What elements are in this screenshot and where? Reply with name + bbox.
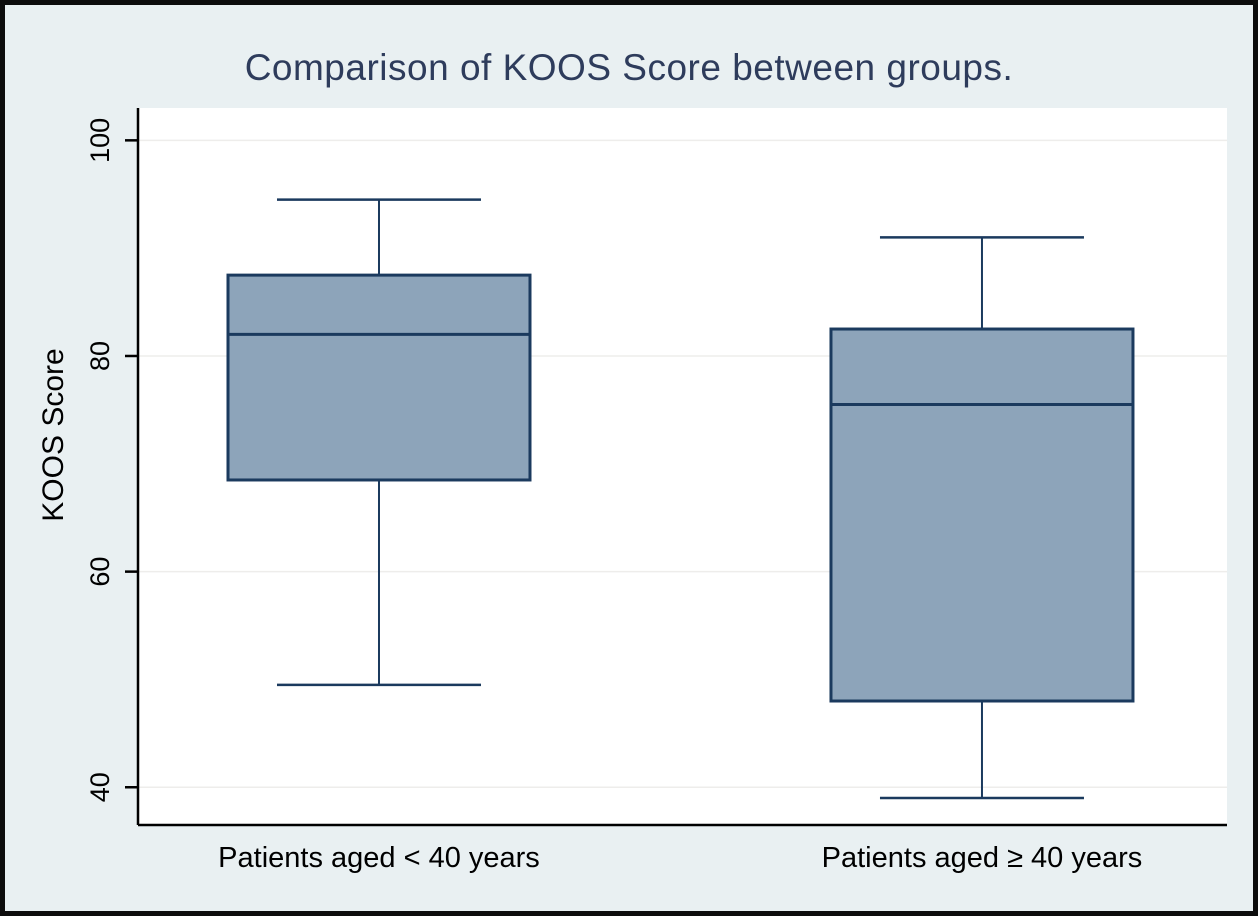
iqr-box xyxy=(829,327,1135,703)
category-label-1: Patients aged < 40 years xyxy=(218,842,540,874)
axes xyxy=(136,108,1227,827)
y-tick-label-40: 40 xyxy=(85,772,115,802)
box-group-1 xyxy=(226,198,532,687)
box-group-2 xyxy=(829,236,1135,800)
iqr-box xyxy=(226,273,532,482)
y-tick-label-60: 60 xyxy=(85,557,115,587)
chart-title: Comparison of KOOS Score between groups. xyxy=(244,47,1014,88)
y-tick-label-80: 80 xyxy=(85,341,115,371)
y-axis-title: KOOS Score xyxy=(37,348,70,521)
category-label-2: Patients aged ≥ 40 years xyxy=(822,842,1143,874)
box-series xyxy=(226,198,1135,800)
boxplot-chart: 40 60 80 100 KOOS Score Patients aged < 40 … xyxy=(37,108,1227,874)
category-labels: Patients aged < 40 years Patients aged ≥ … xyxy=(218,842,1142,874)
y-tick-label-100: 100 xyxy=(85,118,115,163)
y-axis-ticks: 40 60 80 100 xyxy=(85,118,138,802)
